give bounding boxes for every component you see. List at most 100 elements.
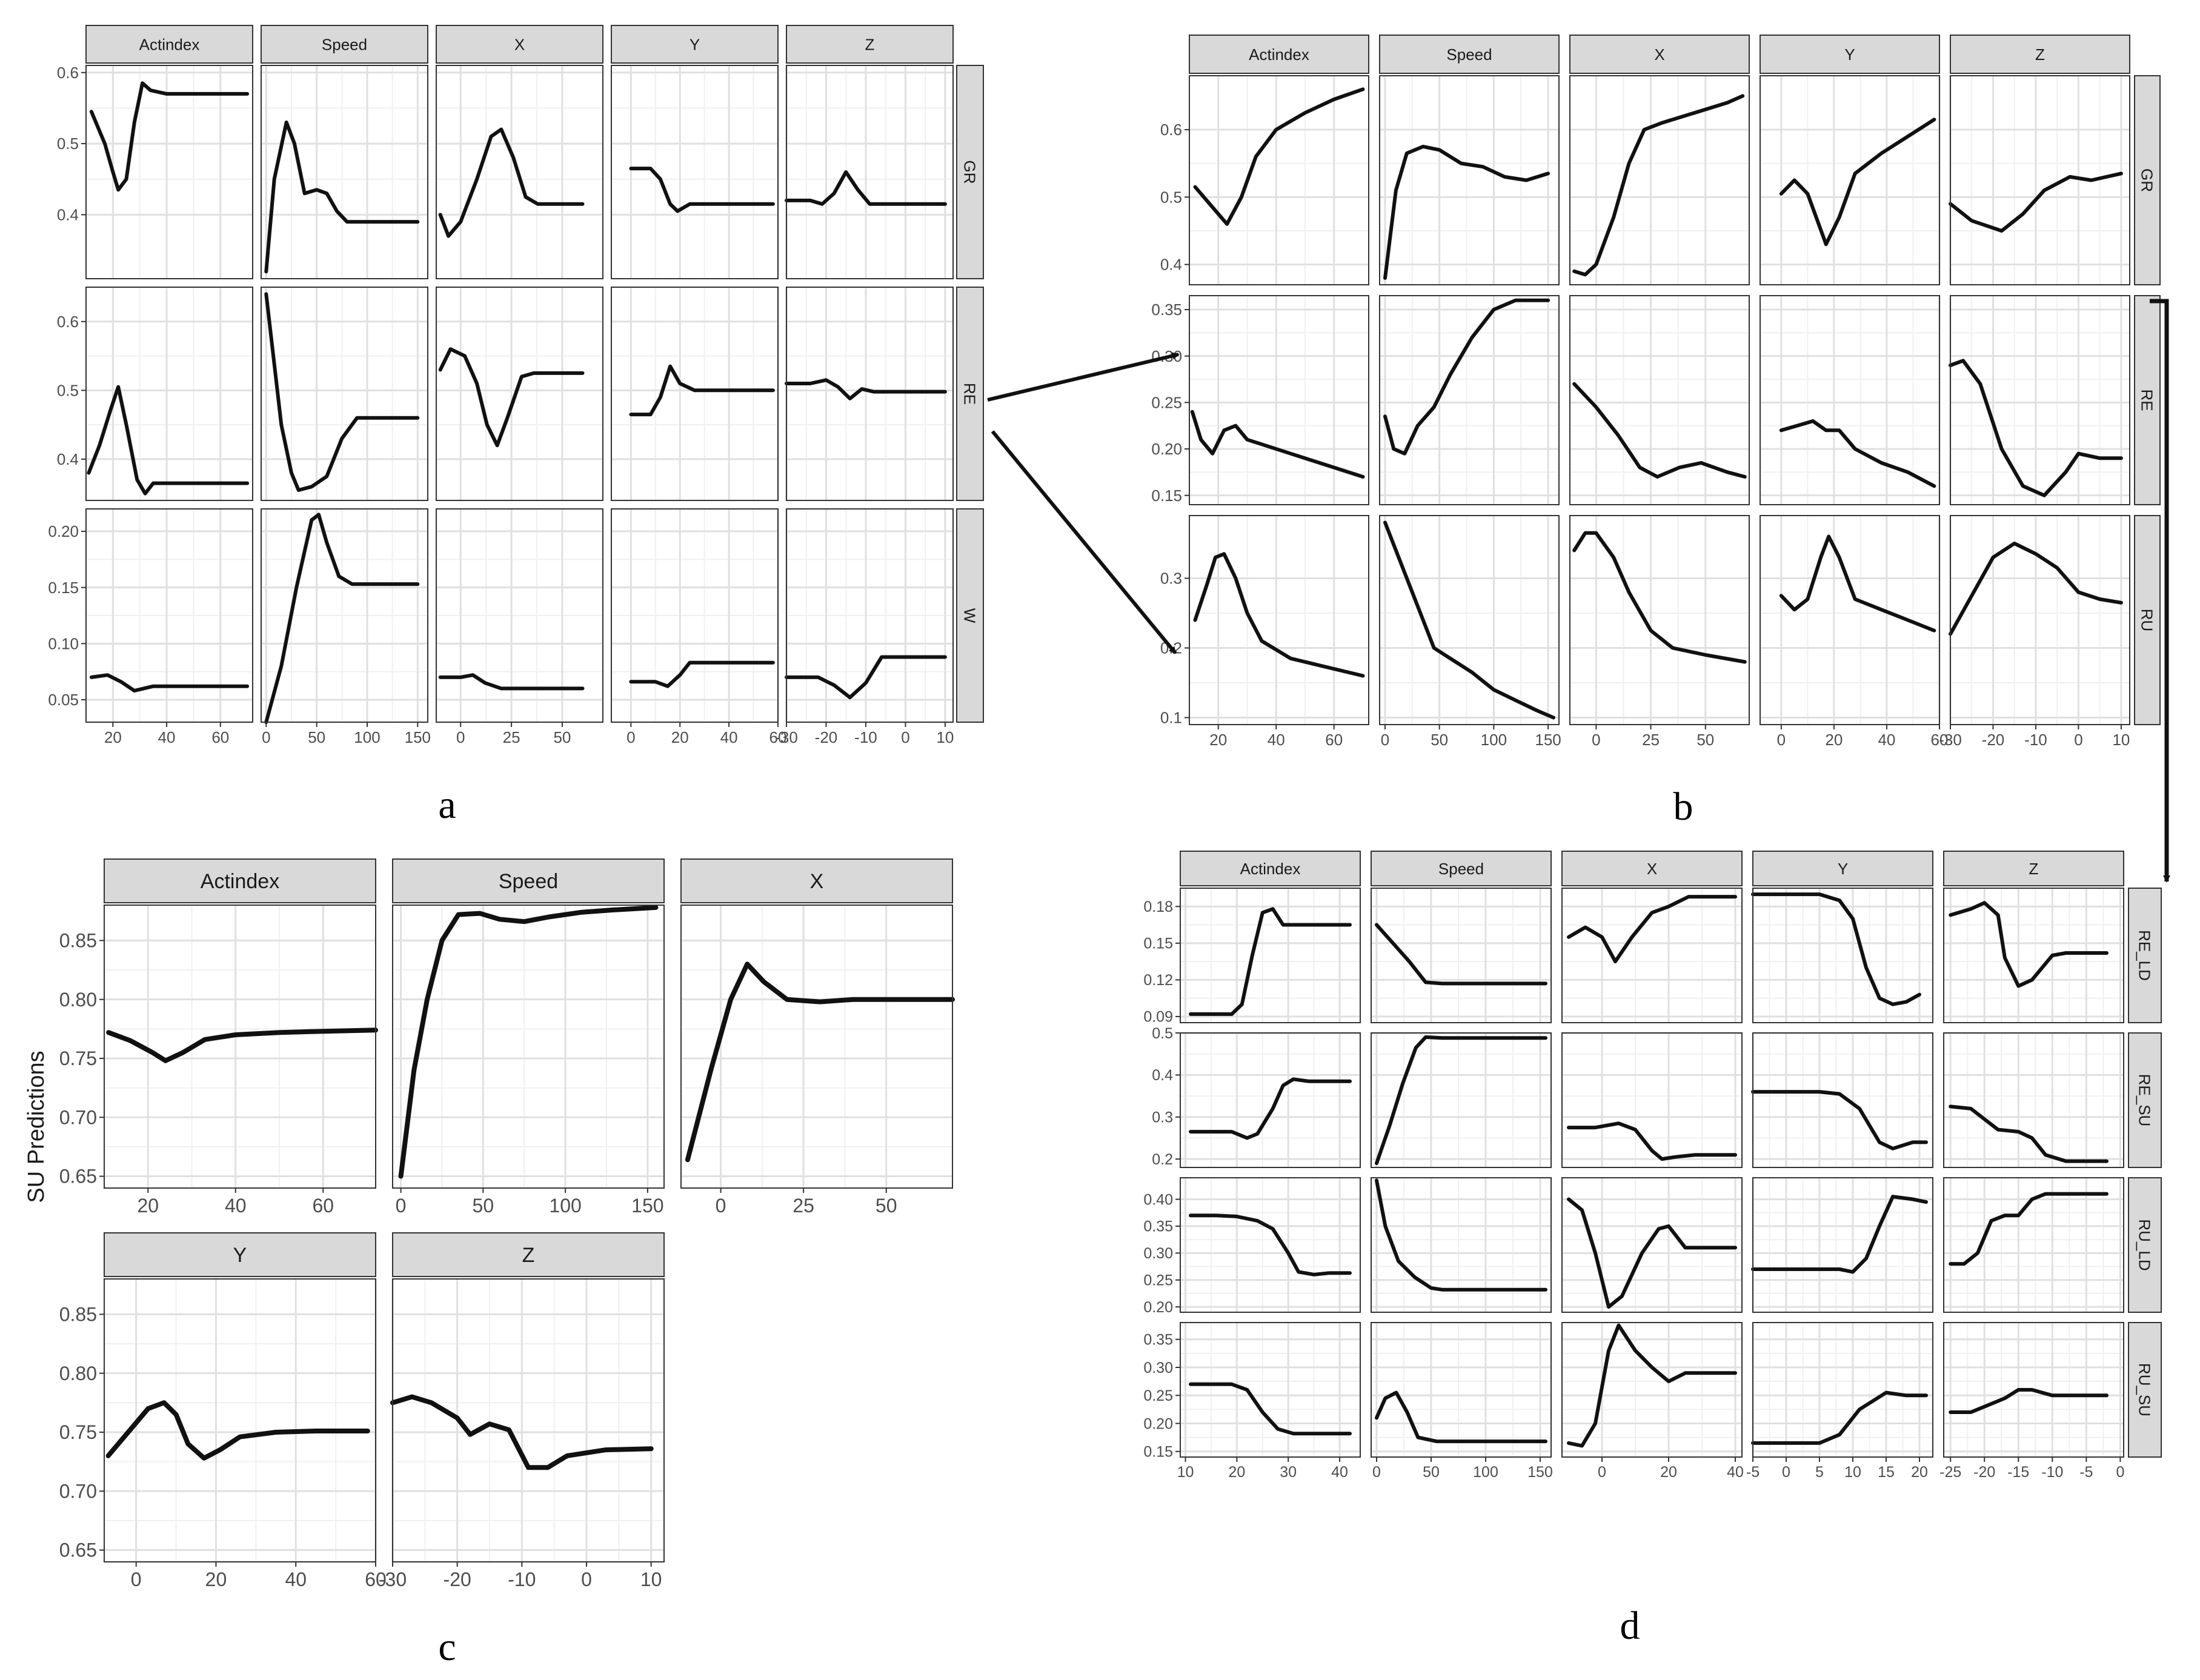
fig-c-panel-z-background (393, 1279, 664, 1562)
fig-a-col-x-strip (436, 25, 603, 64)
fig-b-panel-ru-z-x-tick-label: -30 (1939, 731, 1962, 749)
fig-a-panel-w-actindex-y-tick-label: 0.05 (48, 691, 79, 709)
fig-a-panel-re-speed-border (261, 287, 428, 501)
fig-b-col-y-strip-label: Y (1844, 45, 1855, 64)
fig-a-panel-w-x-curve (438, 673, 585, 691)
fig-d-panel-ru-su-actindex-y-tick-label: 0.35 (1143, 1332, 1173, 1349)
fig-a-panel-gr-speed-curve (264, 120, 420, 274)
fig-b-col-x-strip-label: X (1654, 45, 1664, 64)
fig-a-panel-gr-z-border (786, 65, 954, 279)
fig-d-col-speed-strip-label: Speed (1438, 860, 1484, 878)
fig-d-panel-re-su-speed-background (1371, 1033, 1551, 1167)
fig-c-panel-z-border (392, 1278, 665, 1562)
fig-d-row-re-su-strip-label: RE_SU (2136, 1074, 2154, 1127)
fig-c-panel-speed-strip-label: Speed (499, 870, 558, 893)
fig-b-panel-gr-x-curve (1572, 94, 1745, 277)
fig-d-col-y-strip (1752, 851, 1933, 886)
fig-d-panel-ru-su-speed-background (1371, 1323, 1551, 1457)
arrow-b-to-d (2150, 299, 2170, 883)
fig-a-panel-w-y-x-tick-label: 0 (626, 728, 635, 746)
fig-a-panel-re-y-background (611, 287, 778, 500)
fig-d-row-ru-su-strip (2128, 1322, 2162, 1458)
fig-c-panel-z-strip-label: Z (522, 1244, 535, 1267)
fig-a-panel-re-actindex-border (85, 287, 253, 501)
fig-d-col-x-strip (1561, 851, 1743, 886)
fig-b-panel-ru-y-curve (1779, 534, 1936, 632)
fig-a-panel-gr-actindex-background (86, 65, 253, 279)
fig-c-panel-y-curve (105, 1400, 370, 1461)
fig-d-panel-ru-su-speed-x-tick-label: 0 (1372, 1464, 1381, 1481)
fig-c-panel-actindex-curve (106, 1028, 378, 1063)
fig-a-panel-w-speed-x-tick-label: 50 (308, 728, 325, 746)
fig-d-panel-re-ld-x-curve (1567, 895, 1737, 964)
fig-b-panel-ru-x-x-tick-label: 0 (1592, 731, 1600, 749)
caption-a: a (438, 783, 456, 827)
fig-d-panel-re-ld-z-border (1943, 888, 2124, 1023)
fig-b-panel-ru-actindex-x-tick-label: 40 (1268, 731, 1285, 749)
fig-b-row-ru-strip (2134, 515, 2161, 725)
fig-b-panel-ru-actindex-background (1189, 516, 1369, 725)
fig-d-panel-re-su-actindex-y-tick-label: 0.2 (1152, 1151, 1173, 1168)
fig-d-panel-ru-su-actindex-y-tick-label: 0.30 (1143, 1360, 1173, 1376)
fig-b-col-x-strip (1569, 35, 1750, 74)
fig-d-panel-ru-ld-y-border (1752, 1177, 1933, 1313)
fig-b-panel-re-speed-curve (1383, 298, 1550, 456)
fig-d-panel-ru-ld-actindex-y-tick-label: 0.20 (1143, 1299, 1173, 1316)
fig-d-panel-re-su-y-curve (1751, 1090, 1928, 1150)
fig-c-panel-speed-curve (398, 905, 659, 1179)
fig-d-panel-re-ld-actindex-y-tick-label: 0.09 (1143, 1009, 1173, 1026)
fig-d-panel-re-su-x-background (1562, 1033, 1742, 1167)
fig-d-panel-ru-su-speed-border (1371, 1322, 1552, 1458)
fig-b-panel-ru-speed-x-tick-label: 50 (1431, 731, 1448, 749)
fig-b-panel-ru-z-curve (1949, 542, 2123, 636)
fig-d-panel-re-su-actindex-y-tick-label: 0.5 (1152, 1025, 1173, 1042)
fig-a-panel-gr-actindex-y-tick-label: 0.5 (57, 134, 79, 153)
fig-b-panel-ru-speed-x-tick-label: 0 (1381, 731, 1389, 749)
fig-a-panel-w-speed-x-tick-label: 150 (405, 728, 431, 746)
fig-c-panel-actindex-y-tick-label: 0.75 (59, 1048, 97, 1069)
fig-b-panel-ru-actindex-x-tick-label: 20 (1209, 731, 1227, 749)
fig-a-panel-re-actindex-curve (87, 385, 250, 496)
fig-d-panel-ru-su-z-x-tick-label: 0 (2116, 1464, 2124, 1481)
fig-b-panel-re-x-border (1569, 295, 1750, 505)
fig-d-panel-re-su-z-background (1944, 1033, 2124, 1167)
fig-d-panel-re-su-actindex-background (1180, 1033, 1360, 1167)
fig-c-panel-actindex-x-tick-label: 40 (225, 1195, 247, 1217)
fig-b-row-re-strip (2134, 295, 2161, 505)
fig-c-panel-y-x-tick-label: 0 (131, 1569, 142, 1590)
fig-a-row-re-strip-label: RE (961, 383, 979, 405)
fig-b-panel-ru-x-border (1569, 515, 1750, 725)
fig-c-panel-z-x-tick-label: -10 (508, 1569, 536, 1590)
fig-d-col-z-strip (1943, 851, 2124, 886)
fig-d-panel-ru-su-actindex-y-tick-label: 0.15 (1143, 1444, 1173, 1461)
fig-b-panel-ru-speed-x-tick-label: 150 (1535, 731, 1561, 749)
fig-a-panel-gr-z-curve (785, 170, 947, 206)
fig-a-col-speed-strip (261, 25, 428, 64)
fig-b-panel-re-speed-background (1380, 296, 1559, 505)
fig-a-panel-w-z-x-tick-label: 10 (936, 728, 954, 746)
fig-b-panel-gr-actindex-y-tick-label: 0.6 (1160, 121, 1182, 139)
fig-b-col-speed-strip (1379, 35, 1560, 74)
fig-a-panel-re-y-curve (629, 364, 775, 417)
fig-d-panel-ru-su-actindex-y-tick-label: 0.20 (1143, 1415, 1173, 1432)
fig-a-panel-re-z-background (786, 287, 953, 500)
fig-d-panel-re-ld-actindex-y-tick-label: 0.15 (1143, 935, 1173, 952)
fig-d-panel-re-ld-z-background (1944, 888, 2124, 1023)
panel-group-c: Actindex 20 40 60 0.65 0.70 0.75 0.80 0.85 Speed 0… (59, 858, 955, 1590)
fig-b-panel-re-actindex-border (1189, 295, 1369, 505)
fig-b-panel-gr-y-border (1760, 75, 1940, 285)
fig-a-row-re-strip (956, 287, 984, 501)
fig-b-col-actindex-strip-label: Actindex (1249, 45, 1309, 64)
fig-d-panel-ru-su-speed-x-tick-label: 50 (1423, 1464, 1440, 1481)
fig-d-panel-ru-ld-actindex-y-tick-label: 0.30 (1143, 1245, 1173, 1262)
fig-b-panel-ru-speed-background (1380, 516, 1559, 725)
fig-d-panel-re-su-speed-curve (1375, 1035, 1547, 1166)
fig-a-panel-w-speed-x-tick-label: 100 (354, 728, 380, 746)
fig-d-panel-re-su-y-border (1752, 1032, 1933, 1168)
fig-c-panel-actindex-x-tick-label: 60 (312, 1195, 334, 1217)
fig-c-panel-speed-x-tick-label: 100 (549, 1195, 581, 1217)
fig-a-panel-w-z-x-tick-label: 0 (901, 728, 909, 746)
fig-a-col-y-strip-label: Y (690, 35, 700, 53)
fig-a-panel-w-x-x-tick-label: 0 (456, 728, 465, 746)
